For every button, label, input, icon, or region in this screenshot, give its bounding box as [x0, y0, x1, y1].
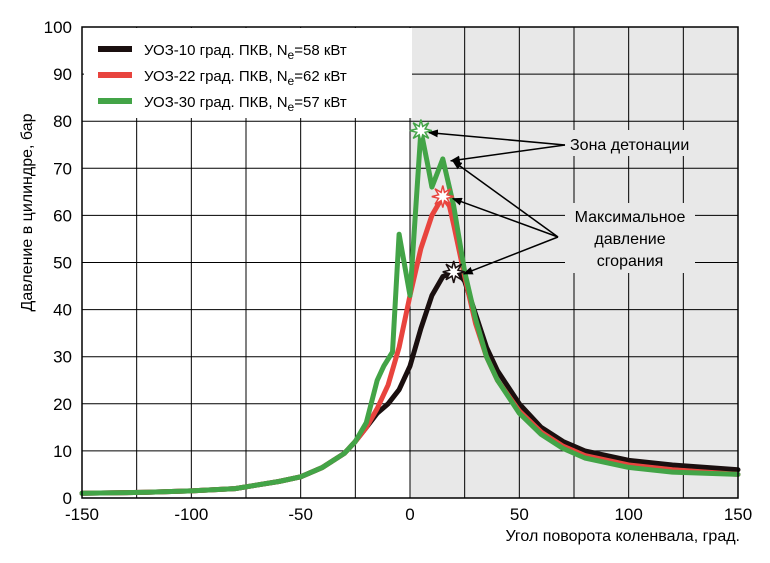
x-tick-labels: -150 -100 -50 0 50 100 150	[65, 505, 752, 524]
peak-star-red	[431, 185, 454, 208]
legend-label-3: УОЗ-30 град. ПКВ, Ne=57 кВт	[144, 94, 347, 114]
annotation-arrow	[451, 160, 559, 238]
annotation-max-pressure-line: Максимальное	[575, 209, 686, 226]
y-tick-label: 50	[53, 254, 72, 273]
annotation-bg	[565, 203, 695, 273]
annotation-knock-zone: Зона детонации	[570, 137, 689, 154]
annotation-max-pressure-line: давление	[594, 231, 665, 248]
y-tick-labels: 0 10 20 30 40 50 60 70 80 90 100	[44, 18, 72, 508]
x-axis-label: Угол поворота коленвала, град.	[505, 528, 740, 545]
legend-label-1: УОЗ-10 град. ПКВ, Ne=58 кВт	[144, 42, 347, 62]
x-tick-label: -100	[174, 505, 208, 524]
annotation-max-pressure-line: сгорания	[597, 253, 664, 270]
annotation-arrow	[462, 236, 559, 275]
y-tick-label: 0	[63, 489, 72, 508]
y-tick-label: 100	[44, 18, 72, 37]
annotations: Зона детонации Максимальное давление сгоран…	[427, 129, 702, 275]
y-tick-label: 80	[53, 112, 72, 131]
y-tick-label: 10	[53, 442, 72, 461]
plot-frame	[81, 26, 739, 499]
x-tick-label: 150	[724, 505, 752, 524]
annotation-arrow	[427, 129, 566, 146]
x-tick-label: -50	[288, 505, 313, 524]
x-tick-label: 50	[510, 505, 529, 524]
annotation-bg	[562, 130, 702, 156]
annotation-arrow	[451, 197, 559, 238]
legend: УОЗ-10 град. ПКВ, Ne=58 кВт УОЗ-22 град. …	[84, 28, 412, 118]
legend-label-2: УОЗ-22 град. ПКВ, Ne=62 кВт	[144, 68, 347, 88]
x-tick-label: 100	[614, 505, 642, 524]
y-tick-label: 60	[53, 206, 72, 225]
annotation-arrow	[449, 144, 566, 164]
y-tick-label: 70	[53, 159, 72, 178]
x-tick-label: -150	[65, 505, 99, 524]
x-tick-label: 0	[405, 505, 414, 524]
peak-markers	[409, 119, 465, 284]
y-tick-label: 40	[53, 301, 72, 320]
y-tick-label: 90	[53, 65, 72, 84]
peak-star-green	[409, 119, 433, 142]
peak-star-black	[442, 260, 465, 284]
legend-box	[84, 28, 412, 118]
y-tick-label: 30	[53, 348, 72, 367]
y-tick-label: 20	[53, 395, 72, 414]
y-axis-label: Давление в цилиндре, бар	[19, 113, 36, 311]
